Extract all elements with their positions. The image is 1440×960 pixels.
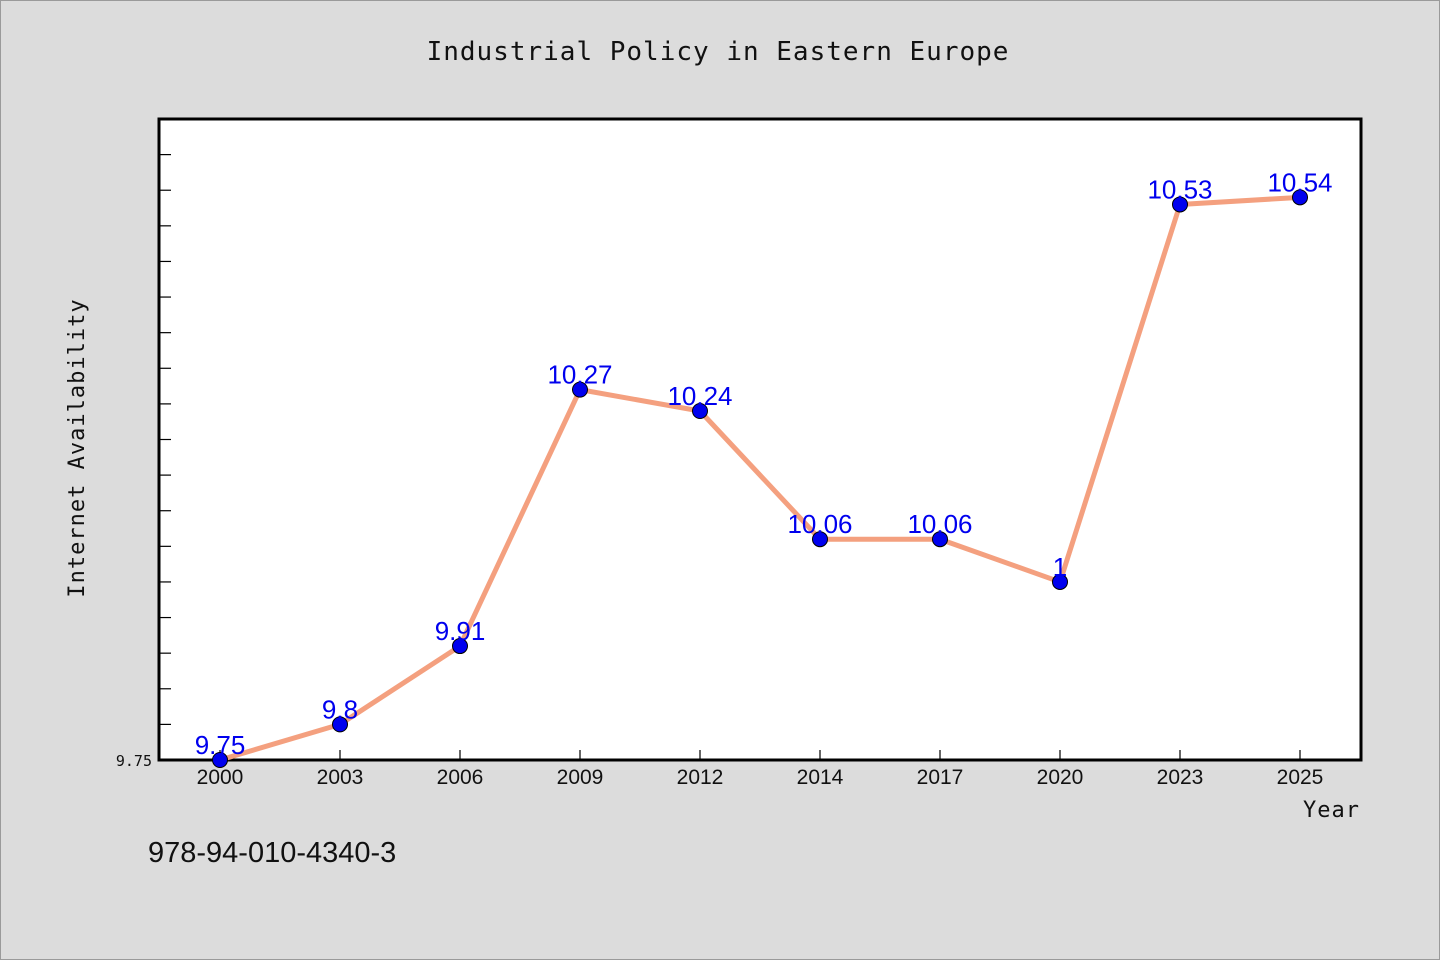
data-label: 9.75 <box>195 730 246 760</box>
x-tick-label: 2012 <box>677 766 724 789</box>
data-point <box>212 752 228 768</box>
x-tick-label: 2014 <box>797 766 844 789</box>
data-point <box>452 638 468 655</box>
data-label: 9.91 <box>435 616 486 646</box>
data-point <box>692 403 708 420</box>
data-label: 10.54 <box>1267 167 1332 197</box>
x-axis-label: Year <box>1303 798 1360 823</box>
data-label: 10.27 <box>547 360 612 390</box>
data-point <box>812 531 828 548</box>
x-tick-label: 2009 <box>557 766 604 789</box>
data-label: 10.06 <box>907 509 972 539</box>
plot-area <box>157 117 1363 762</box>
data-markers <box>212 189 1308 768</box>
chart-title: Industrial Policy in Eastern Europe <box>427 37 1010 67</box>
data-point <box>1292 189 1308 206</box>
data-point <box>332 716 348 733</box>
footnote-isbn: 978-94-010-4340-3 <box>148 837 396 869</box>
y-axis-ticks <box>159 118 171 761</box>
series-line <box>217 194 1303 763</box>
y-axis-label: Internet Availability <box>65 298 90 597</box>
data-label: 9.8 <box>322 694 358 724</box>
data-labels: 9.75 9.8 9.91 10.27 10.24 10.06 10.06 1 10.53 10.… <box>195 167 1333 760</box>
data-label: 10.06 <box>787 509 852 539</box>
series-line-group <box>217 194 1303 763</box>
data-label: 10.53 <box>1147 174 1212 204</box>
x-tick-label: 2023 <box>1157 766 1204 789</box>
x-axis-ticks: 2000 2003 2006 2009 2012 2014 2017 2020 2023 2025 <box>197 750 1324 789</box>
y-tick-label: 9.75 <box>116 752 152 770</box>
x-tick-label: 2003 <box>317 766 364 789</box>
data-point <box>572 381 588 398</box>
data-point <box>932 531 948 548</box>
x-tick-label: 2020 <box>1037 766 1084 789</box>
x-tick-label: 2006 <box>437 766 484 789</box>
x-tick-label: 2017 <box>917 766 964 789</box>
data-label: 10.24 <box>667 381 732 411</box>
data-point <box>1172 196 1188 213</box>
x-tick-label: 2025 <box>1277 766 1324 789</box>
data-point <box>1052 573 1068 590</box>
x-tick-label: 2000 <box>197 766 244 789</box>
data-label: 1 <box>1053 552 1067 582</box>
